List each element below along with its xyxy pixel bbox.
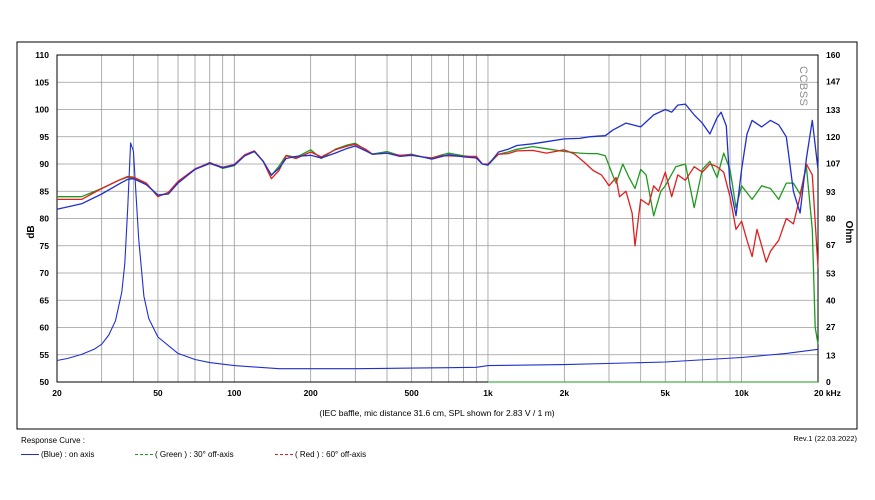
y2-tick-label: 80 xyxy=(826,214,836,224)
series xyxy=(56,103,819,383)
legend-label-blue: (Blue) : on axis xyxy=(41,450,95,459)
plot-area-border xyxy=(56,54,819,383)
y2-tick-label: 0 xyxy=(826,377,831,387)
y2-tick-label: 67 xyxy=(826,240,836,250)
y-tick-label: 85 xyxy=(40,186,50,196)
legend-item-blue: (Blue) : on axis xyxy=(21,448,94,462)
y2-tick-label: 93 xyxy=(826,187,836,197)
y-tick-label: 105 xyxy=(35,77,49,87)
legend-item-green: ( Green ) : 30° off-axis xyxy=(135,448,234,462)
y2-axis-title: Ohm xyxy=(843,221,854,244)
y-tick-label: 70 xyxy=(40,268,50,278)
x-tick-label: 500 xyxy=(405,388,419,398)
y2-tick-label: 13 xyxy=(826,350,836,360)
y2-tick-label: 53 xyxy=(826,269,836,279)
y2-tick-label: 147 xyxy=(826,77,840,87)
x-tick-label: 1k xyxy=(483,388,493,398)
y-tick-label: 95 xyxy=(40,132,50,142)
legend-label-red: ( Red ) : 60° off-axis xyxy=(295,450,367,459)
y2-tick-label: 107 xyxy=(826,158,840,168)
revision-label: Rev.1 (22.03.2022) xyxy=(793,434,857,443)
x-tick-label: 5k xyxy=(661,388,671,398)
x-tick-label: 2k xyxy=(560,388,570,398)
legend-item-red: ( Red ) : 60° off-axis xyxy=(275,448,366,462)
tick-labels: 20 50 100 200 500 1k 2k 5k 10k 20 kHz505560657075… xyxy=(35,50,841,398)
y-tick-label: 50 xyxy=(40,377,50,387)
x-tick-label: 100 xyxy=(227,388,241,398)
y-tick-label: 100 xyxy=(35,105,49,115)
legend-swatch-blue xyxy=(21,454,39,456)
y-tick-label: 60 xyxy=(40,323,50,333)
chart-frame xyxy=(16,41,858,430)
y2-tick-label: 120 xyxy=(826,132,840,142)
series-line-red xyxy=(57,143,819,268)
y2-tick-label: 27 xyxy=(826,322,836,332)
x-tick-label: 200 xyxy=(304,388,318,398)
x-tick-label: 50 xyxy=(153,388,163,398)
series-line-impedance xyxy=(56,142,819,370)
y-tick-label: 110 xyxy=(35,50,49,60)
legend-label-green: ( Green ) : 30° off-axis xyxy=(155,450,234,459)
x-tick-label: 20 kHz xyxy=(814,388,841,398)
y-tick-label: 90 xyxy=(40,159,50,169)
watermark: CCBSS xyxy=(797,66,809,106)
legend-title: Response Curve : xyxy=(21,436,86,445)
y-tick-label: 55 xyxy=(40,350,50,360)
legend-swatch-green xyxy=(135,454,153,456)
y2-tick-label: 40 xyxy=(826,295,836,305)
x-tick-label: 10k xyxy=(735,388,749,398)
x-tick-label: 20 xyxy=(52,388,62,398)
chart-caption: (IEC baffle, mic distance 31.6 cm, SPL s… xyxy=(319,408,554,418)
legend-swatch-red xyxy=(275,454,293,456)
legend: Response Curve : (Blue) : on axis ( Gree… xyxy=(21,434,366,459)
y-axis-title: dB xyxy=(26,225,37,238)
y-tick-label: 80 xyxy=(40,214,50,224)
series-line-blue xyxy=(56,103,819,217)
y-tick-label: 65 xyxy=(40,295,50,305)
y2-tick-label: 133 xyxy=(826,105,840,115)
y-tick-label: 75 xyxy=(40,241,50,251)
y2-tick-label: 160 xyxy=(826,50,840,60)
